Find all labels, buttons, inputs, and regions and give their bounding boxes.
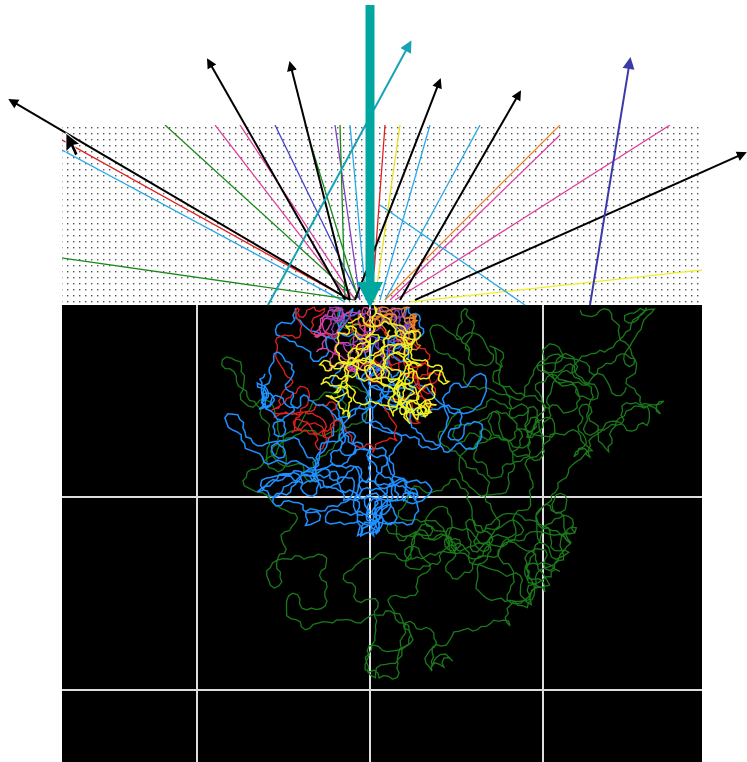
- scattering-diagram: [0, 0, 747, 762]
- page: (() => { JSON.parse(document.getElementB…: [0, 0, 747, 762]
